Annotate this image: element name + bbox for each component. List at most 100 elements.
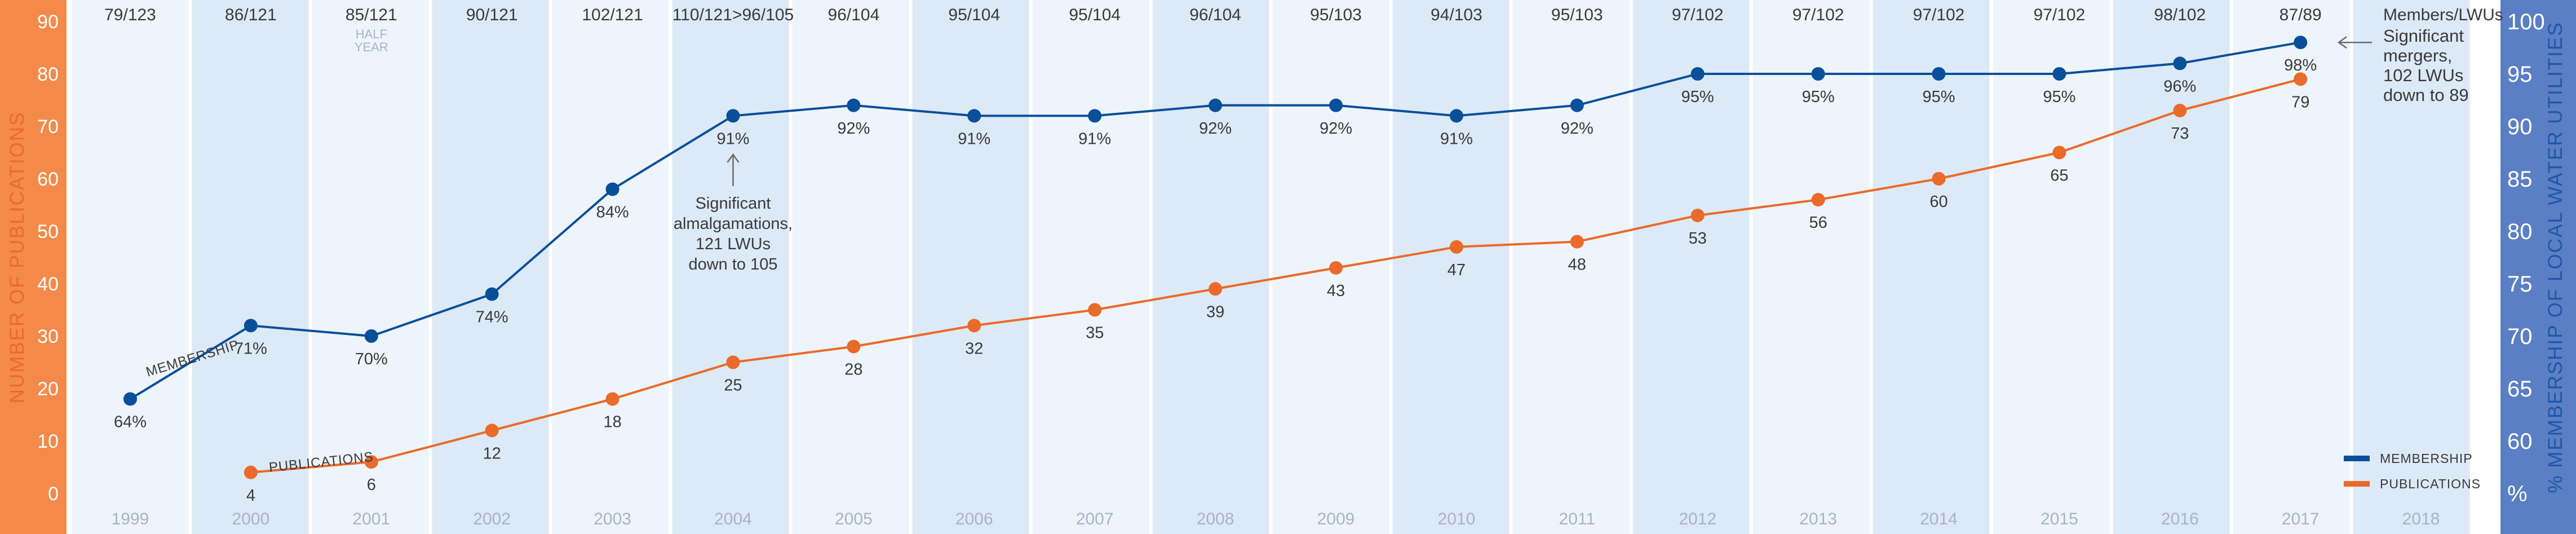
membership-data-label: 92% [1320,120,1352,138]
year-band-2014 [1873,0,1990,534]
year-tick-label: 2018 [2402,510,2440,528]
annotation-mergers-line: Significant [2383,26,2464,46]
ratio-label: 96/104 [828,6,880,24]
ratio-label: 94/103 [1431,6,1482,24]
legend: MEMBERSHIP PUBLICATIONS [2344,451,2480,491]
membership-data-label: 64% [114,413,147,431]
left-tick-label: 50 [37,221,59,242]
legend-swatch-membership [2344,456,2370,461]
half-year-note-line2: YEAR [355,40,388,54]
publications-data-label: 35 [1086,324,1104,342]
publications-data-label: 48 [1568,256,1586,274]
year-band-2004 [672,0,789,534]
ratio-label: 87/89 [2280,6,2322,24]
year-tick-label: 2017 [2282,510,2320,528]
left-axis: 0 10 20 30 40 50 60 70 80 90 NUMBER OF PUBLICATION… [0,0,67,534]
membership-point [1449,109,1463,123]
left-axis-strip [0,0,67,534]
series-points [123,36,2308,479]
publications-data-label: 60 [1929,193,1948,211]
left-tick-label: 10 [37,431,59,452]
publications-data-label: 6 [367,476,376,494]
left-tick-label: 30 [37,326,59,347]
membership-point [2294,36,2308,50]
publications-point [605,392,619,406]
publications-data-label: 39 [1206,303,1224,321]
publications-data-label: 32 [965,339,983,358]
year-band-2006 [912,0,1029,534]
membership-point [123,392,137,406]
year-band-2007 [1032,0,1149,534]
right-axis-title: % MEMBERSHIP OF LOCAL WATER UTILITIES [2544,21,2566,493]
year-band-2015 [1993,0,2110,534]
publications-point [2052,145,2066,160]
membership-data-label: 98% [2284,56,2317,74]
right-tick-label: 100 [2507,10,2545,34]
year-band-2012 [1632,0,1750,534]
membership-data-label: 70% [355,350,388,368]
year-band-2008 [1152,0,1269,534]
year-band-2016 [2113,0,2230,534]
ratio-label: 95/104 [948,6,1000,24]
membership-data-label: 95% [2043,88,2075,106]
membership-point [364,329,378,343]
ratio-label: 98/102 [2154,6,2206,24]
ratio-label: 102/121 [582,6,643,24]
right-tick-label: 85 [2507,167,2533,192]
left-tick-label: 20 [37,378,59,400]
year-tick-label: 2004 [714,510,752,528]
right-tick-label: 80 [2507,219,2533,244]
publications-data-label: 28 [844,361,862,379]
publications-line [250,78,2301,474]
year-band-2010 [1392,0,1510,534]
year-tick-label: 2001 [352,510,390,528]
publications-point [364,455,378,469]
publications-data-label: 4 [246,487,255,505]
membership-point [2052,67,2066,81]
year-band-2002 [432,0,549,534]
ratio-label: 97/102 [1672,6,1724,24]
publications-point [1449,240,1463,254]
year-tick-label: 2013 [1799,510,1837,528]
right-axis: % 60 65 70 75 80 85 90 95 100% MEMBERSHIP OF LOCA… [2500,0,2576,534]
ratio-label: 97/102 [1913,6,1965,24]
year-band-2018 [2353,0,2470,534]
membership-data-label: 91% [1440,130,1473,148]
publications-point [847,339,861,354]
right-tick-label: 65 [2507,377,2533,401]
membership-point [244,319,258,333]
membership-data-label: 91% [1078,130,1111,148]
legend-swatch-publications [2344,481,2370,487]
membership-point [1570,98,1584,112]
membership-point [1209,98,1223,112]
year-tick-label: 2015 [2041,510,2078,528]
year-band-2013 [1752,0,1870,534]
membership-data-label: 96% [2163,77,2196,95]
left-axis-title: NUMBER OF PUBLICATIONS [6,112,28,404]
publications-point [485,423,499,438]
publications-point [2173,104,2187,118]
annotations: Significant almalgamations, 121 LWUs down t… [674,26,2469,273]
ratio-label: 79/123 [104,6,156,24]
annotation-mergers-line: down to 89 [2383,85,2469,105]
publications-point [1811,193,1825,207]
publications-point [1932,172,1946,186]
left-tick-label: 90 [37,11,59,33]
membership-point [1329,98,1343,112]
membership-point [1811,67,1825,81]
publications-point [1088,303,1102,317]
membership-data-label: 71% [234,339,267,358]
right-tick-label: 70 [2507,324,2533,349]
publications-point [1570,235,1584,249]
year-tick-label: 2012 [1679,510,1716,528]
membership-data-label: 91% [716,130,749,148]
year-tick-label: 2000 [232,510,270,528]
membership-point [605,182,619,196]
ratio-label: 85/121 [346,6,397,24]
year-band-2003 [552,0,669,534]
year-tick-label: 2010 [1438,510,1476,528]
membership-data-label: 92% [1199,120,1232,138]
membership-point [967,109,981,123]
year-tick-label: 2008 [1197,510,1234,528]
annotation-arrow-head [727,153,740,163]
